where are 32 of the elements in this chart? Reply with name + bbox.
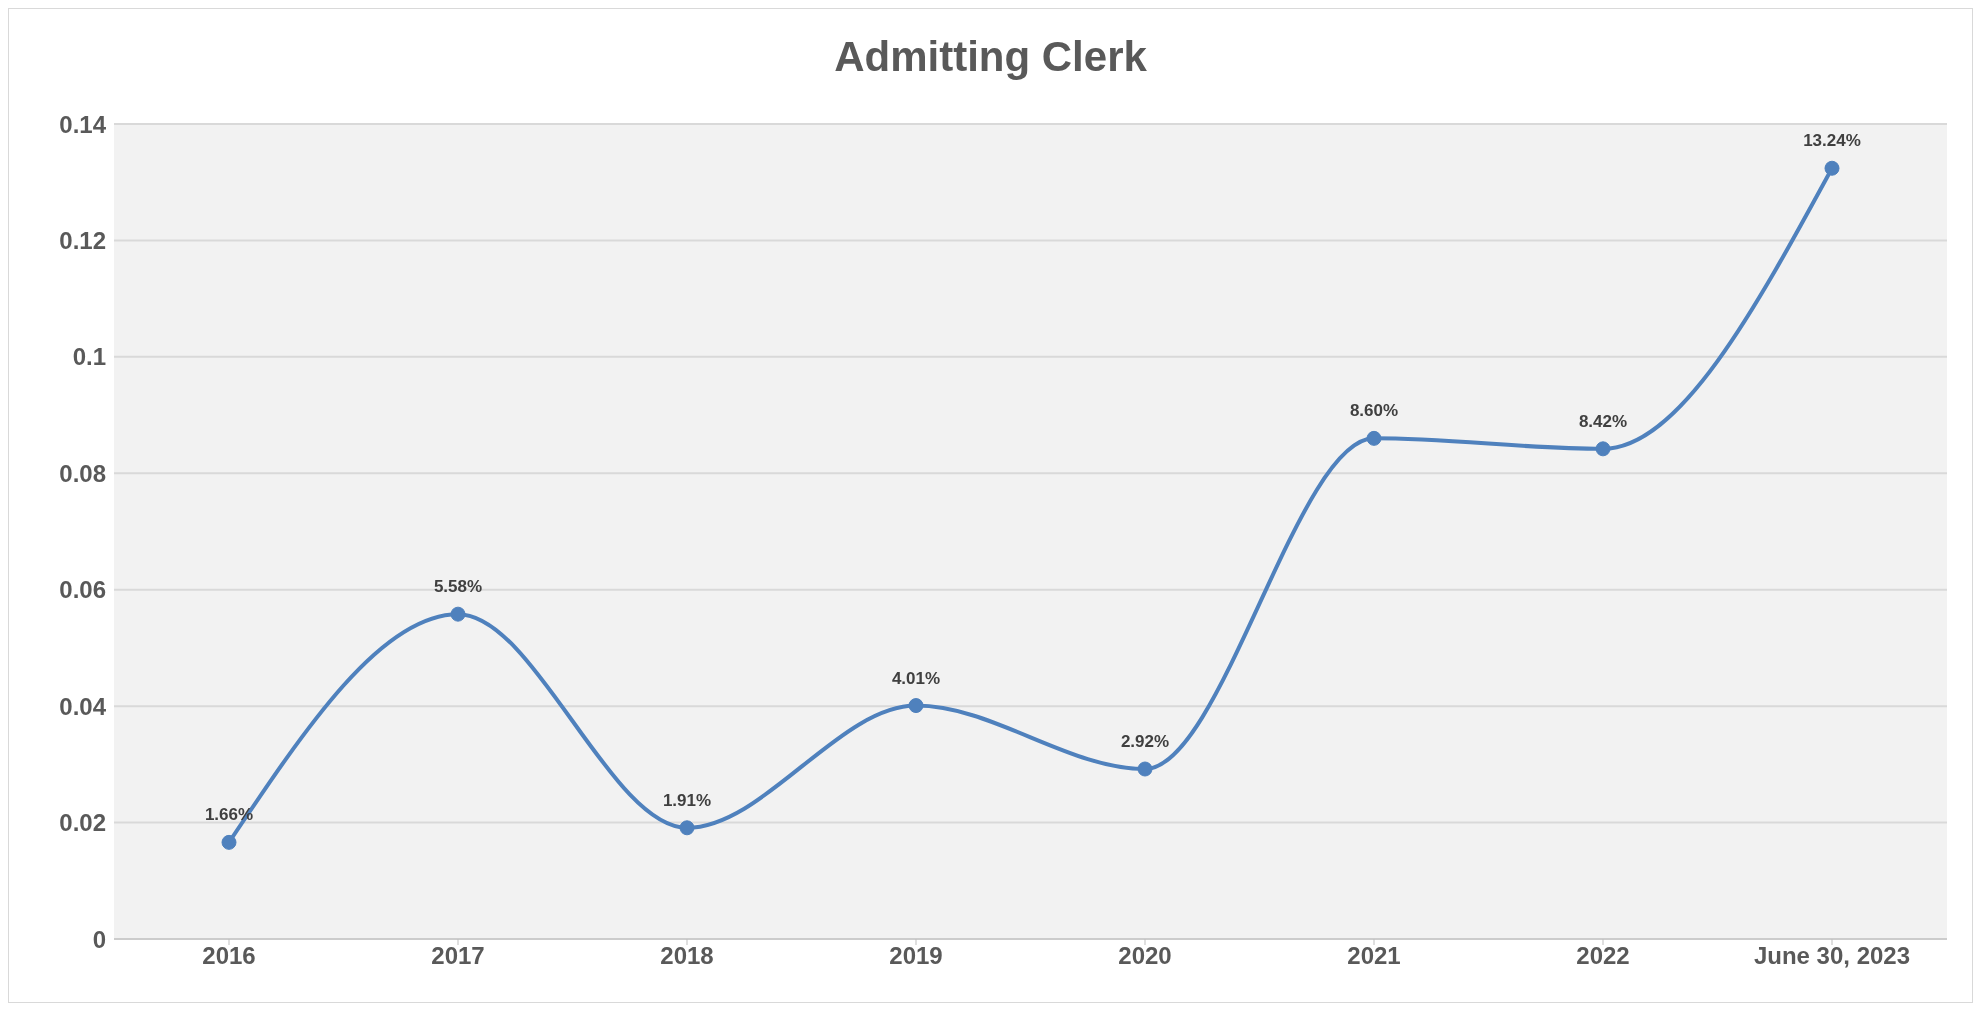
y-tick-label: 0.1 [72,343,106,371]
data-label: 5.58% [433,577,483,597]
data-label: 8.60% [1349,401,1399,421]
y-tick-label: 0 [92,925,106,953]
data-label: 1.91% [662,790,712,810]
x-tick-label: June 30, 2023 [1753,942,1911,970]
data-label: 13.24% [1803,131,1861,151]
x-tick-label: 2018 [660,942,714,970]
data-label: 4.01% [891,668,941,688]
y-tick-label: 0.06 [59,576,106,604]
point [221,834,237,850]
x-tick-label: 2020 [1118,942,1172,970]
y-tick-label: 0.08 [59,459,106,487]
point [1824,160,1840,176]
data-label: 8.42% [1578,411,1628,431]
y-tick-label: 0.02 [59,809,106,837]
x-tick-label: 2021 [1347,942,1401,970]
x-tick-label: 2022 [1576,942,1630,970]
y-tick-label: 0.04 [59,692,107,720]
chart-title: Admitting Clerk [833,31,1148,82]
point [1137,761,1153,777]
point [679,820,695,836]
x-tick-label: 2019 [889,942,943,970]
point [450,606,466,622]
y-tick-label: 0.12 [59,226,106,254]
x-tick-label: 2017 [431,942,485,970]
point [1366,430,1382,446]
x-tick-label: 2016 [202,942,256,970]
y-tick-label: 0.14 [59,110,107,138]
data-label: 2.92% [1120,732,1170,752]
point [1595,441,1611,457]
point [908,698,924,714]
